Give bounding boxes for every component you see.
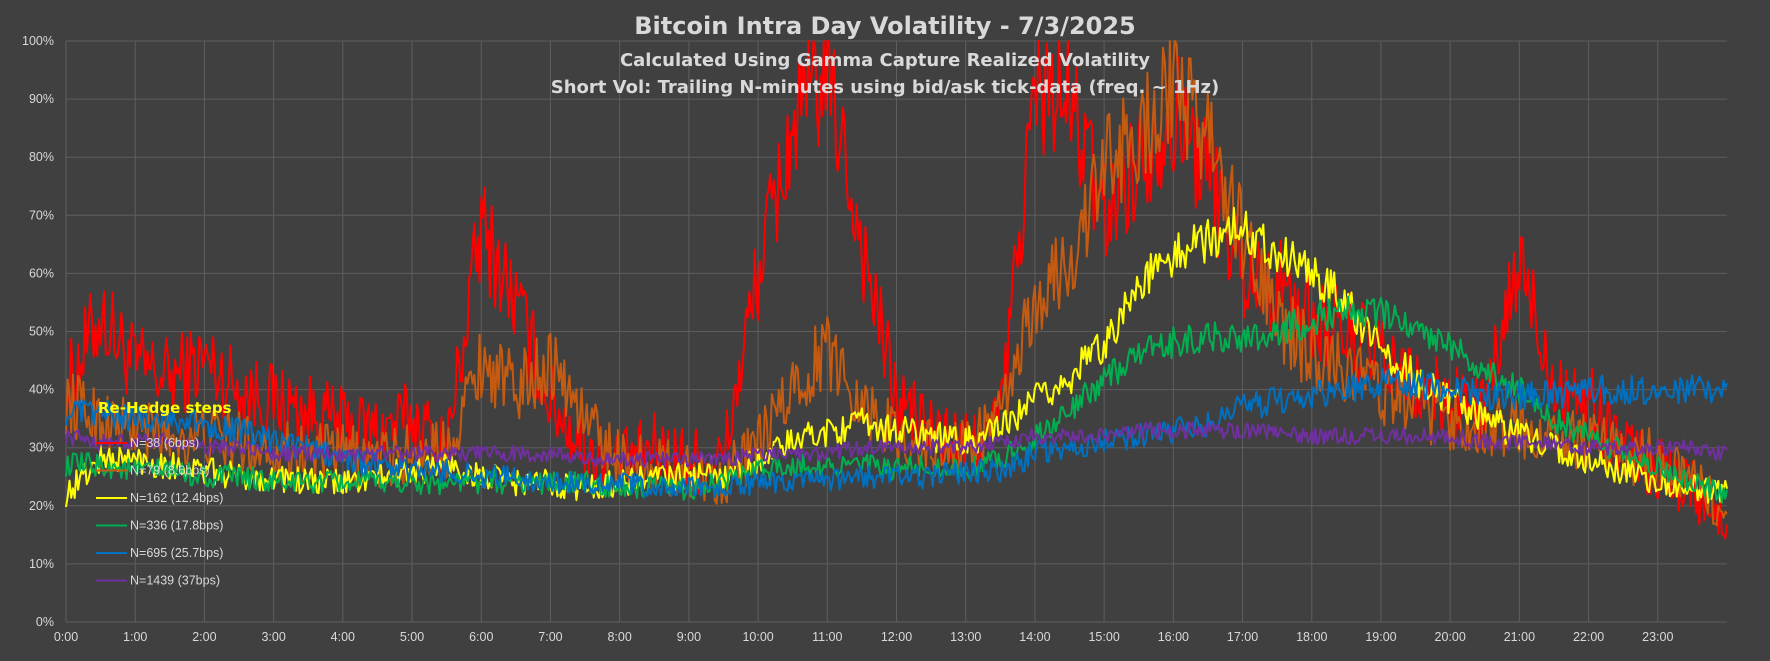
x-tick-label: 2:00 [192, 630, 216, 644]
y-tick-label: 60% [29, 266, 54, 280]
y-tick-label: 30% [29, 441, 54, 455]
x-tick-label: 1:00 [123, 630, 147, 644]
series-line [65, 295, 1728, 504]
y-tick-label: 40% [29, 383, 54, 397]
series-layer [65, 40, 1728, 540]
x-tick-label: 17:00 [1227, 630, 1258, 644]
y-tick-label: 20% [29, 499, 54, 513]
x-tick-label: 12:00 [881, 630, 912, 644]
series-line [65, 40, 1728, 540]
x-tick-label: 9:00 [677, 630, 701, 644]
series-line [65, 368, 1728, 498]
x-axis-ticks: 0:00 1:00 2:00 3:00 4:00 5:00 6:00 7:00 8:00 9:00… [54, 630, 1674, 644]
x-tick-label: 5:00 [400, 630, 424, 644]
x-tick-label: 0:00 [54, 630, 78, 644]
legend-title: Re-Hedge steps [98, 399, 232, 417]
x-tick-label: 19:00 [1365, 630, 1396, 644]
x-tick-label: 21:00 [1504, 630, 1535, 644]
legend-entry-label: N=79 (8.6bps) [130, 464, 210, 478]
y-tick-label: 10% [29, 557, 54, 571]
legend-entry-label: N=695 (25.7bps) [130, 546, 223, 560]
x-tick-label: 10:00 [742, 630, 773, 644]
x-tick-label: 7:00 [538, 630, 562, 644]
x-tick-label: 20:00 [1435, 630, 1466, 644]
series-line [65, 206, 1728, 508]
x-tick-label: 15:00 [1088, 630, 1119, 644]
x-tick-label: 6:00 [469, 630, 493, 644]
x-tick-label: 3:00 [261, 630, 285, 644]
x-tick-label: 8:00 [607, 630, 631, 644]
y-tick-label: 90% [29, 92, 54, 106]
x-tick-label: 11:00 [812, 630, 842, 644]
x-tick-label: 14:00 [1019, 630, 1050, 644]
y-tick-label: 50% [29, 325, 54, 339]
chart-title: Bitcoin Intra Day Volatility - 7/3/2025 [634, 12, 1135, 40]
y-tick-label: 0% [36, 615, 54, 629]
x-tick-label: 22:00 [1573, 630, 1604, 644]
y-tick-label: 100% [22, 34, 54, 48]
y-tick-label: 80% [29, 150, 54, 164]
legend-entry-label: N=162 (12.4bps) [130, 491, 223, 505]
grid-layer [65, 40, 1727, 623]
chart-subtitle: Calculated Using Gamma Capture Realized … [620, 50, 1150, 71]
x-tick-label: 13:00 [950, 630, 981, 644]
x-tick-label: 16:00 [1158, 630, 1189, 644]
legend-entry-label: N=1439 (37bps) [130, 574, 220, 588]
x-tick-label: 18:00 [1296, 630, 1327, 644]
series-line [65, 421, 1728, 469]
y-tick-label: 70% [29, 208, 54, 222]
legend: Re-Hedge steps N=38 (6bps) N=79 (8.6bps) N… [96, 399, 232, 588]
chart-subtitle-2: Short Vol: Trailing N-minutes using bid/… [551, 77, 1220, 98]
legend-entry-label: N=38 (6bps) [130, 436, 199, 450]
x-tick-label: 23:00 [1642, 630, 1673, 644]
legend-entry-label: N=336 (17.8bps) [130, 519, 223, 533]
x-tick-label: 4:00 [331, 630, 355, 644]
y-axis-ticks: 0% 10% 20% 30% 40% 50% 60% 70% 80% 90% 100% [22, 34, 54, 629]
